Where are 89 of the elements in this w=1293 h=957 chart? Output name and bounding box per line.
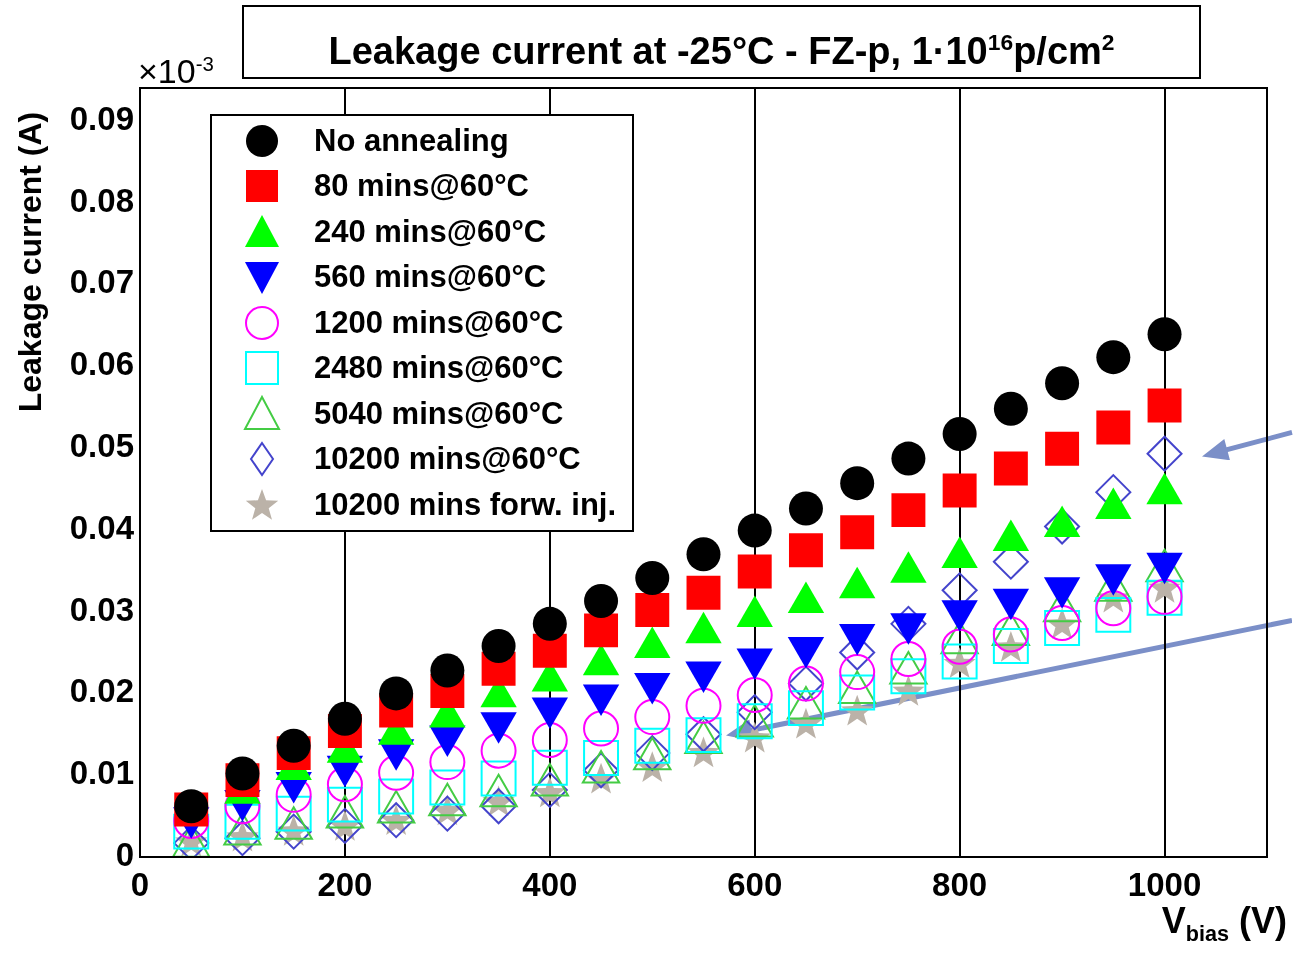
point xyxy=(736,677,773,714)
point xyxy=(480,732,517,769)
annotation: ×10$^{-3}$ xyxy=(138,52,214,91)
point xyxy=(787,690,824,727)
point xyxy=(635,561,670,596)
legend-label: 10200 mins forw. inj. xyxy=(314,486,617,523)
point xyxy=(840,466,875,501)
point xyxy=(1096,410,1131,445)
point xyxy=(531,749,568,786)
y-tick-label: 0.05 xyxy=(69,427,134,465)
x-tick-label: 1000 xyxy=(1127,865,1202,903)
point xyxy=(1045,366,1080,401)
point xyxy=(788,491,823,526)
x-tick-label: 200 xyxy=(317,865,373,903)
point xyxy=(225,756,260,791)
x-tick-label: 400 xyxy=(522,865,578,903)
point xyxy=(1147,388,1182,423)
point xyxy=(840,515,875,550)
point xyxy=(532,606,567,641)
point xyxy=(993,391,1028,426)
y-tick-label: 0.04 xyxy=(69,508,135,546)
point xyxy=(276,728,311,763)
point xyxy=(583,740,620,776)
point xyxy=(429,744,466,781)
point xyxy=(531,722,568,759)
legend-label: 2480 mins@60°C xyxy=(314,350,564,387)
y-tick-label: 0.01 xyxy=(69,754,134,792)
point xyxy=(891,441,926,476)
point xyxy=(480,760,517,797)
point xyxy=(736,694,773,731)
point xyxy=(480,788,517,825)
point xyxy=(429,769,466,806)
point xyxy=(378,754,415,791)
y-tick-label: 0.08 xyxy=(69,181,134,219)
point xyxy=(942,417,977,452)
point xyxy=(737,554,772,589)
x-tick-label: 800 xyxy=(932,865,988,903)
y-tick-label: 0.03 xyxy=(69,590,134,628)
point xyxy=(941,628,978,665)
y-tick-label: 0.02 xyxy=(69,672,134,710)
point xyxy=(890,641,927,678)
point xyxy=(481,628,516,663)
point xyxy=(378,778,415,815)
y-axis-title: Leakage current (A) xyxy=(11,111,49,413)
legend-label: 560 mins@60°C xyxy=(314,259,547,296)
point xyxy=(839,654,876,691)
legend-label: 5040 mins@60°C xyxy=(314,395,564,432)
legend-label: 80 mins@60°C xyxy=(314,168,529,205)
y-tick-label: 0.06 xyxy=(69,345,134,383)
point xyxy=(1147,317,1182,352)
point xyxy=(635,592,670,627)
point xyxy=(737,513,772,548)
y-tick-label: 0.07 xyxy=(69,263,134,301)
legend-label: 240 mins@60°C xyxy=(314,213,547,250)
chart-title: Leakage current at -25°C - FZ-p, 1·10$^{16}$p/cm$^{2}$ xyxy=(242,5,1201,79)
point xyxy=(839,674,876,711)
point xyxy=(583,710,620,747)
point xyxy=(685,687,722,724)
y-tick-label: 0.09 xyxy=(69,99,134,137)
point xyxy=(1095,596,1132,633)
point xyxy=(788,533,823,568)
point xyxy=(1095,590,1132,627)
point xyxy=(634,727,671,764)
x-axis-title: V$_{bias}$ (V) xyxy=(1161,900,1287,948)
point xyxy=(275,795,312,832)
point xyxy=(686,575,721,610)
point xyxy=(1146,435,1183,472)
point xyxy=(890,658,927,695)
point xyxy=(634,699,671,736)
point xyxy=(1096,340,1131,375)
point xyxy=(379,676,414,711)
point xyxy=(429,795,466,832)
point xyxy=(430,653,465,688)
point xyxy=(1045,431,1080,466)
point xyxy=(992,616,1029,653)
point xyxy=(326,786,363,823)
point xyxy=(584,613,619,648)
point xyxy=(891,493,926,528)
point xyxy=(224,803,261,840)
point xyxy=(686,537,721,572)
legend-label: No annealing xyxy=(314,122,509,159)
x-tick-label: 600 xyxy=(727,865,783,903)
point xyxy=(584,583,619,618)
point xyxy=(327,701,362,736)
legend-label: 10200 mins@60°C xyxy=(314,441,581,478)
legend-label: 1200 mins@60°C xyxy=(314,304,564,341)
point xyxy=(942,473,977,508)
y-tick-label: 0 xyxy=(115,836,134,874)
point xyxy=(993,451,1028,486)
